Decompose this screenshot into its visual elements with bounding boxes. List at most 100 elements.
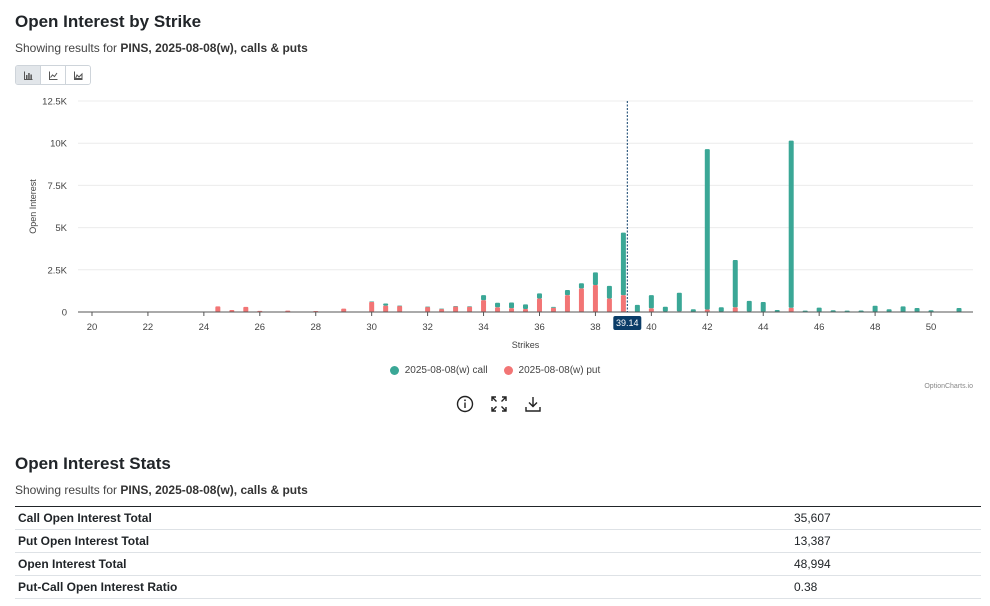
bar-call[interactable] xyxy=(425,306,431,308)
stats-table: Call Open Interest Total 35,607 Put Open… xyxy=(15,506,981,599)
download-button[interactable] xyxy=(523,394,543,414)
bar-put[interactable] xyxy=(606,298,612,312)
bar-call[interactable] xyxy=(439,308,445,310)
bar-put[interactable] xyxy=(467,306,473,312)
x-tick-label: 46 xyxy=(814,322,825,333)
y-tick-label: 7.5K xyxy=(47,181,67,192)
chart-subtitle: Showing results for PINS, 2025-08-08(w),… xyxy=(15,41,308,55)
bar-put[interactable] xyxy=(383,305,389,312)
bar-call[interactable] xyxy=(872,305,878,312)
chart-tools xyxy=(455,394,543,414)
bar-put[interactable] xyxy=(453,306,459,312)
bar-call[interactable] xyxy=(816,307,822,312)
stats-subtitle-prefix: Showing results for xyxy=(15,483,121,497)
bar-put[interactable] xyxy=(564,295,570,312)
bar-call[interactable] xyxy=(760,302,766,312)
bar-call[interactable] xyxy=(900,306,906,312)
bar-call[interactable] xyxy=(606,285,612,299)
x-tick-label: 32 xyxy=(422,322,433,333)
bar-call[interactable] xyxy=(369,301,375,302)
bar-put[interactable] xyxy=(704,309,710,312)
fullscreen-button[interactable] xyxy=(489,394,509,414)
bar-put[interactable] xyxy=(550,307,556,312)
bar-call[interactable] xyxy=(383,303,389,306)
bar-put[interactable] xyxy=(369,301,375,312)
chart-title: Open Interest by Strike xyxy=(15,12,202,31)
bar-put[interactable] xyxy=(439,308,445,312)
bar-chart-button[interactable] xyxy=(16,66,41,84)
bar-put[interactable] xyxy=(732,307,738,312)
bar-put[interactable] xyxy=(578,288,584,312)
bar-call[interactable] xyxy=(481,295,487,301)
bar-call[interactable] xyxy=(523,304,528,309)
bar-call[interactable] xyxy=(550,306,556,308)
x-tick-label: 44 xyxy=(758,322,769,333)
bar-put[interactable] xyxy=(620,295,626,312)
stat-value: 35,607 xyxy=(791,506,981,530)
bar-call[interactable] xyxy=(578,283,584,289)
bar-call[interactable] xyxy=(956,307,962,312)
bar-put[interactable] xyxy=(243,306,249,312)
stat-value: 13,387 xyxy=(791,529,981,553)
bar-call[interactable] xyxy=(718,307,724,312)
bar-put[interactable] xyxy=(592,284,598,312)
x-tick-label: 24 xyxy=(199,322,210,333)
table-row: Put Open Interest Total 13,387 xyxy=(15,529,981,553)
chart-bars xyxy=(215,140,962,312)
legend-item-put[interactable]: 2025-08-08(w) put xyxy=(503,365,601,376)
bar-put[interactable] xyxy=(495,307,501,312)
bar-call[interactable] xyxy=(662,306,668,312)
stats-title: Open Interest Stats xyxy=(15,454,171,473)
chart-grid xyxy=(78,100,973,271)
bar-put[interactable] xyxy=(536,298,542,312)
legend-dot-call xyxy=(389,366,399,375)
legend-item-call[interactable]: 2025-08-08(w) call xyxy=(389,365,488,376)
line-chart-icon xyxy=(48,71,57,80)
bar-put[interactable] xyxy=(425,306,431,312)
x-tick-label: 38 xyxy=(590,322,601,333)
x-axis-title: Strikes xyxy=(512,340,540,350)
y-tick-label: 10K xyxy=(50,139,68,150)
bar-call[interactable] xyxy=(676,292,682,312)
bar-call[interactable] xyxy=(592,272,598,285)
bar-put[interactable] xyxy=(788,307,794,312)
bar-call[interactable] xyxy=(564,290,570,296)
bar-call[interactable] xyxy=(704,149,710,310)
bar-call[interactable] xyxy=(886,309,892,312)
stat-label: Put-Call Open Interest Ratio xyxy=(15,575,791,599)
bar-call[interactable] xyxy=(732,260,738,308)
current-price-badge xyxy=(613,316,642,330)
bar-call[interactable] xyxy=(690,309,696,312)
info-icon xyxy=(456,395,474,413)
area-chart-button[interactable] xyxy=(66,66,90,84)
bar-call[interactable] xyxy=(788,140,794,308)
bar-put[interactable] xyxy=(229,309,235,312)
watermark: OptionCharts.io xyxy=(924,383,973,390)
bar-call[interactable] xyxy=(536,293,542,299)
bar-call[interactable] xyxy=(467,306,473,307)
bar-call[interactable] xyxy=(453,306,459,307)
bar-put[interactable] xyxy=(648,308,654,312)
bar-put[interactable] xyxy=(523,308,528,312)
x-tick-label: 40 xyxy=(646,322,657,333)
bar-call[interactable] xyxy=(397,305,403,307)
chart-legend: 2025-08-08(w) call 2025-08-08(w) put xyxy=(0,365,990,376)
bar-call[interactable] xyxy=(620,232,626,296)
bar-call[interactable] xyxy=(746,300,752,312)
bar-call[interactable] xyxy=(509,302,515,309)
bar-put[interactable] xyxy=(509,308,515,312)
bar-put[interactable] xyxy=(481,300,487,312)
bar-put[interactable] xyxy=(341,308,347,312)
legend-label-put: 2025-08-08(w) put xyxy=(518,365,601,376)
y-tick-label: 2.5K xyxy=(47,265,67,276)
bar-call[interactable] xyxy=(774,309,780,312)
bar-put[interactable] xyxy=(397,305,403,312)
info-button[interactable] xyxy=(455,394,475,414)
bar-call[interactable] xyxy=(495,302,501,308)
bar-put[interactable] xyxy=(215,306,221,312)
stat-label: Open Interest Total xyxy=(15,552,791,576)
line-chart-button[interactable] xyxy=(41,66,66,84)
bar-call[interactable] xyxy=(634,304,640,312)
bar-call[interactable] xyxy=(648,295,654,309)
bar-call[interactable] xyxy=(914,307,920,312)
